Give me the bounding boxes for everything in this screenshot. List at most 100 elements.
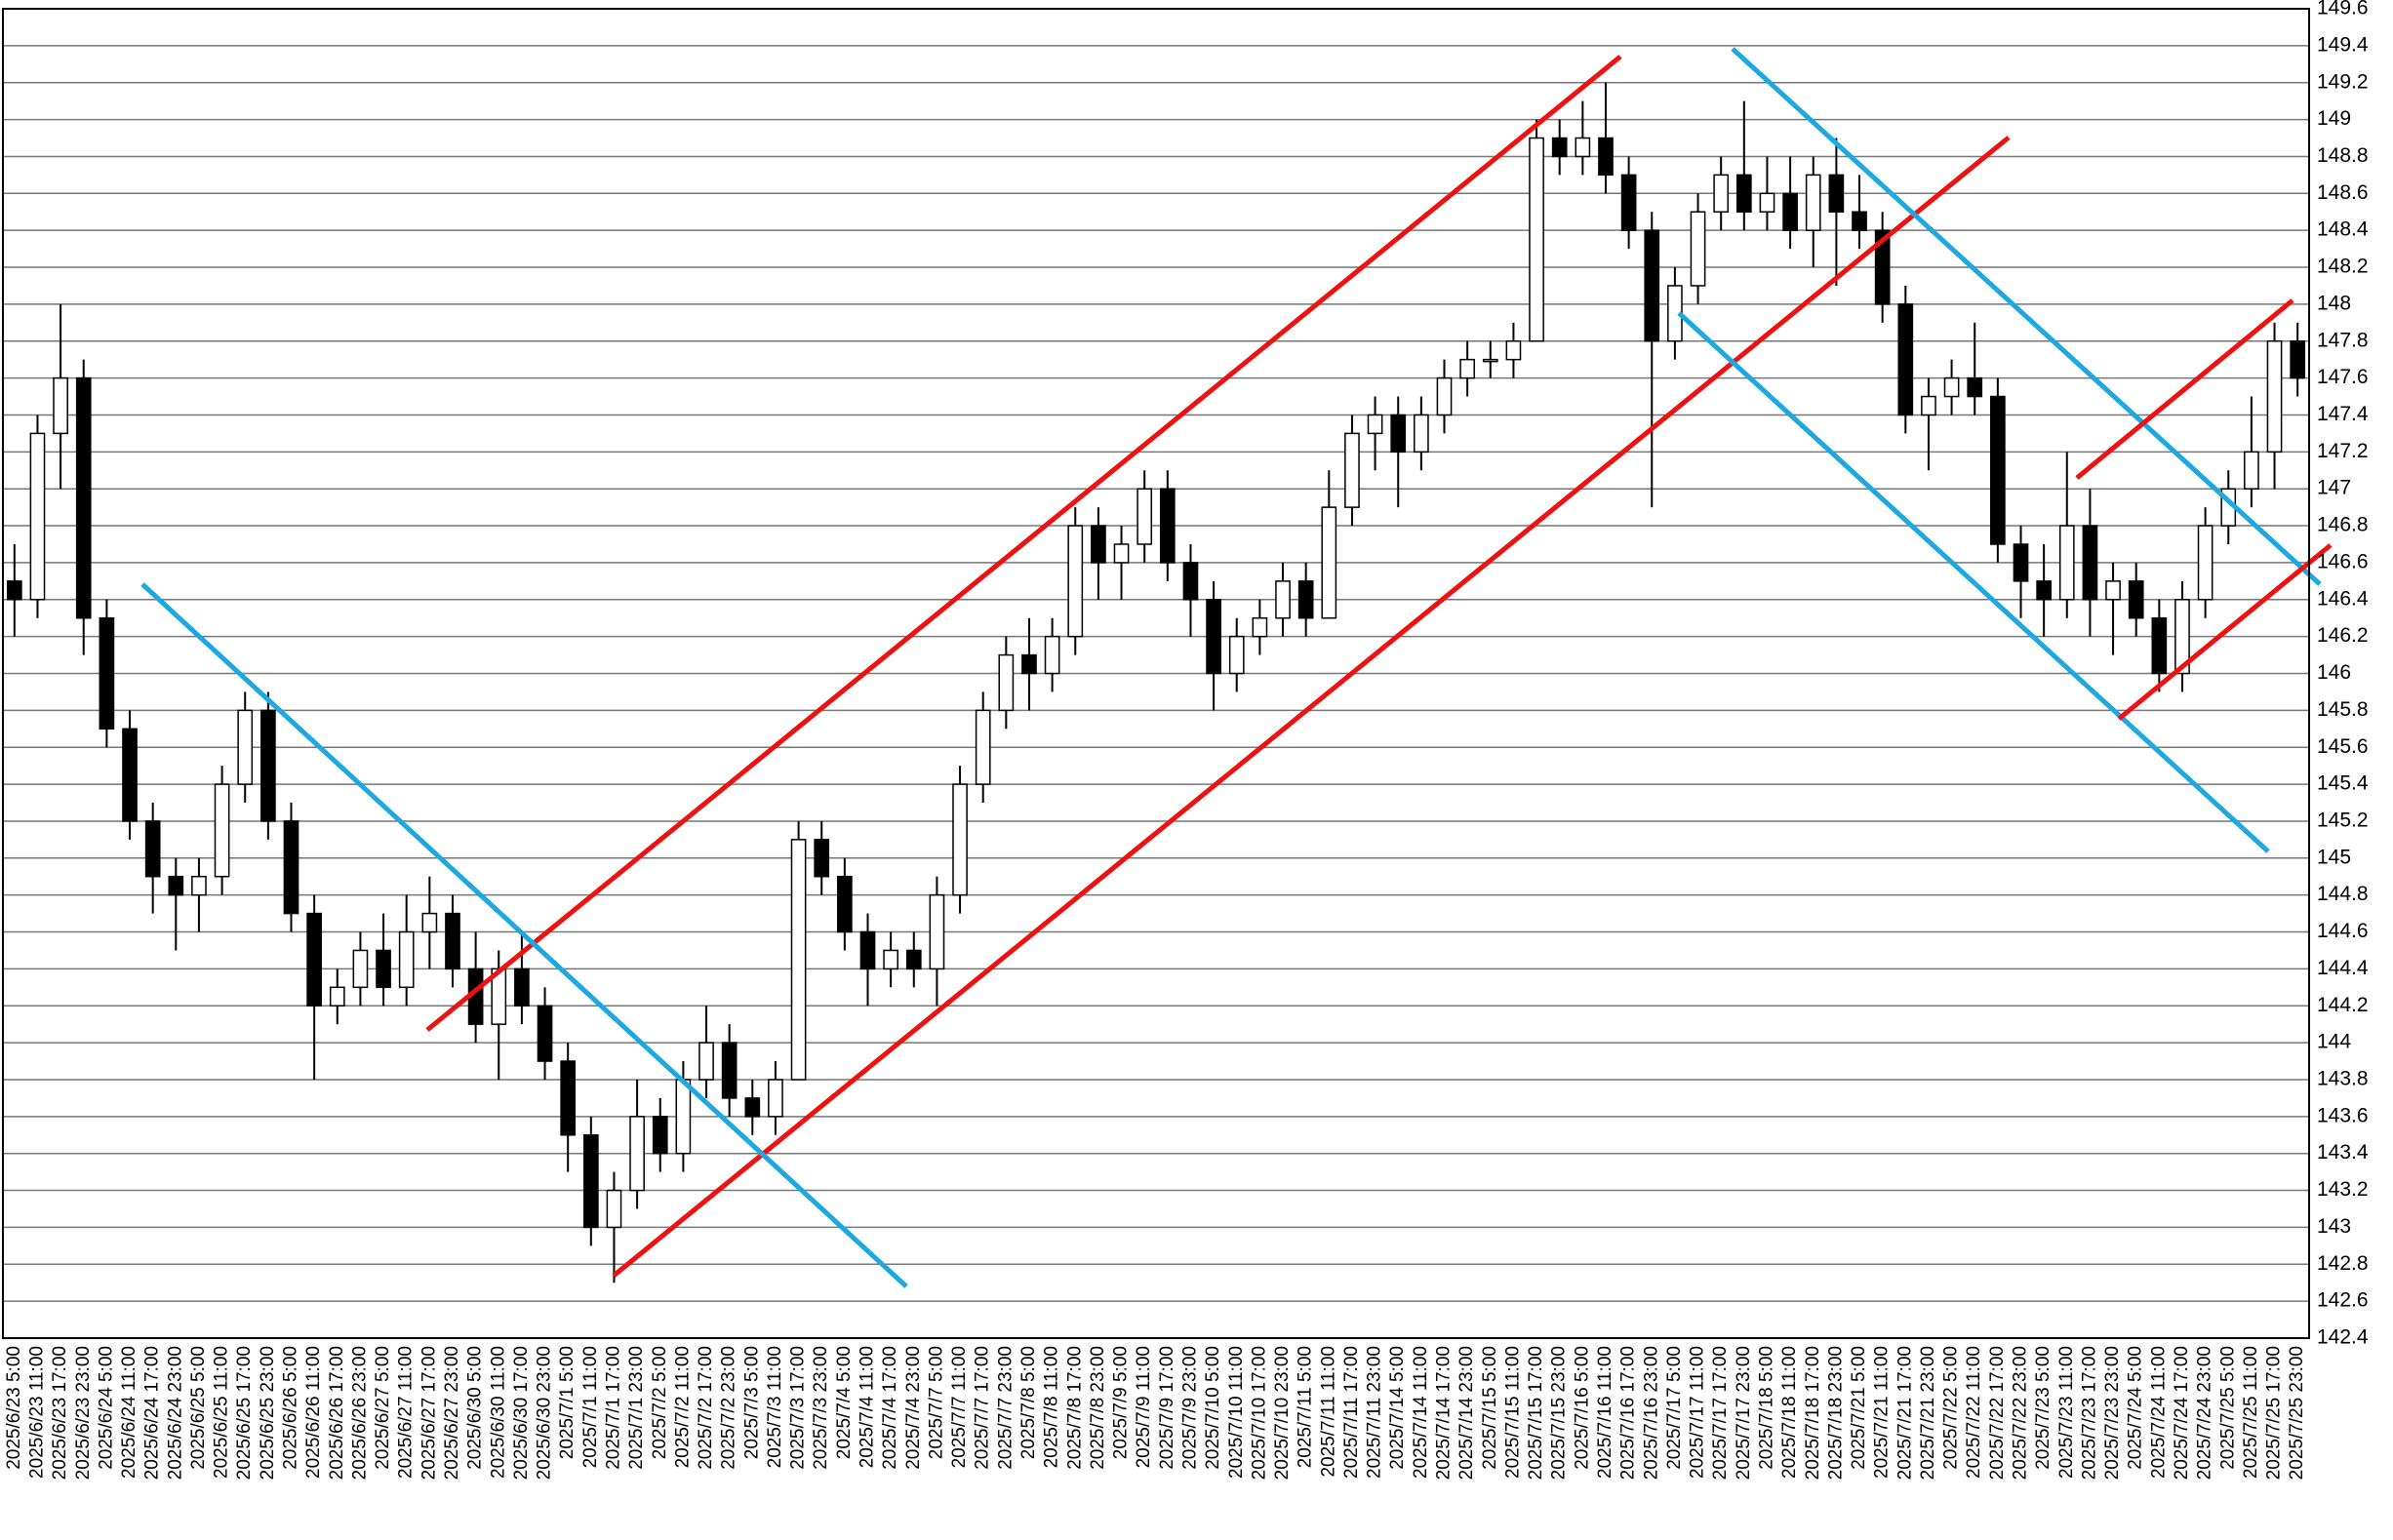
candle-body xyxy=(1482,358,1498,363)
x-tick-label: 2025/7/24 23:00 xyxy=(2195,1346,2215,1480)
x-tick-label: 2025/7/7 17:00 xyxy=(973,1346,993,1470)
x-tick-label: 2025/7/8 23:00 xyxy=(1088,1346,1108,1470)
candle-body xyxy=(2151,616,2168,675)
candle-body xyxy=(790,839,807,1081)
candle-body xyxy=(1021,653,1037,675)
candle-body xyxy=(560,1060,577,1136)
x-tick-label: 2025/7/23 23:00 xyxy=(2102,1346,2123,1480)
candle-body xyxy=(952,783,968,896)
y-tick-label: 147.2 xyxy=(2317,440,2369,462)
x-tick-label: 2025/7/2 5:00 xyxy=(650,1346,670,1459)
candle-body xyxy=(2036,580,2052,601)
x-tick-label: 2025/7/23 17:00 xyxy=(2079,1346,2099,1480)
x-tick-label: 2025/7/17 11:00 xyxy=(1688,1346,1708,1479)
x-tick-label: 2025/6/25 5:00 xyxy=(188,1346,209,1470)
x-tick-label: 2025/7/17 17:00 xyxy=(1710,1346,1731,1480)
candle-body xyxy=(629,1116,645,1192)
candle-body xyxy=(283,820,299,915)
candle-body xyxy=(1713,174,1730,213)
x-tick-label: 2025/7/10 5:00 xyxy=(1203,1346,1223,1470)
y-tick-label: 146.8 xyxy=(2317,514,2369,536)
y-tick-label: 148 xyxy=(2317,292,2351,314)
y-tick-label: 144.4 xyxy=(2317,957,2369,979)
x-tick-label: 2025/7/10 17:00 xyxy=(1249,1346,1269,1480)
x-tick-label: 2025/7/10 23:00 xyxy=(1272,1346,1293,1480)
x-tick-label: 2025/7/1 17:00 xyxy=(603,1346,623,1470)
grid xyxy=(3,8,2309,1339)
x-tick-label: 2025/7/14 5:00 xyxy=(1387,1346,1408,1470)
candle-body xyxy=(1852,211,1867,231)
x-tick-label: 2025/7/25 11:00 xyxy=(2241,1346,2261,1479)
candle-body xyxy=(929,893,945,970)
y-tick-label: 149 xyxy=(2317,107,2351,130)
candle-body xyxy=(1782,192,1798,231)
x-tick-label: 2025/6/26 11:00 xyxy=(303,1346,324,1479)
x-tick-label: 2025/7/21 5:00 xyxy=(1849,1346,1869,1470)
x-tick-label: 2025/6/25 11:00 xyxy=(212,1346,232,1479)
y-tick-label: 149.6 xyxy=(2317,0,2369,20)
y-tick-label: 142.8 xyxy=(2317,1252,2369,1275)
y-tick-label: 143 xyxy=(2317,1215,2351,1238)
candle-body xyxy=(2197,525,2214,601)
x-tick-label: 2025/7/7 5:00 xyxy=(926,1346,946,1459)
x-tick-label: 2025/7/15 23:00 xyxy=(1549,1346,1570,1480)
x-tick-label: 2025/6/24 17:00 xyxy=(142,1346,163,1480)
x-tick-label: 2025/6/24 11:00 xyxy=(119,1346,140,1479)
x-tick-label: 2025/7/9 23:00 xyxy=(1179,1346,1200,1470)
x-tick-label: 2025/6/25 17:00 xyxy=(234,1346,255,1480)
x-tick-label: 2025/7/3 23:00 xyxy=(811,1346,831,1470)
candle-body xyxy=(1228,635,1245,675)
x-tick-label: 2025/7/16 23:00 xyxy=(1641,1346,1661,1480)
candle-body xyxy=(768,1079,783,1118)
x-tick-label: 2025/7/18 23:00 xyxy=(1825,1346,1846,1480)
candle-body xyxy=(1182,562,1199,601)
x-tick-label: 2025/6/27 5:00 xyxy=(373,1346,393,1470)
x-tick-label: 2025/7/23 5:00 xyxy=(2033,1346,2054,1470)
x-tick-label: 2025/7/21 23:00 xyxy=(1918,1346,1938,1480)
y-tick-label: 147.8 xyxy=(2317,329,2369,351)
y-tick-label: 145 xyxy=(2317,846,2351,868)
candle-body xyxy=(537,1005,553,1062)
y-tick-label: 143.2 xyxy=(2317,1178,2369,1201)
candle-body xyxy=(2174,599,2190,675)
y-tick-label: 146.4 xyxy=(2317,587,2369,610)
candle-body xyxy=(1459,358,1475,379)
x-tick-label: 2025/7/8 11:00 xyxy=(1042,1346,1062,1468)
x-tick-label: 2025/7/25 17:00 xyxy=(2264,1346,2285,1480)
x-tick-label: 2025/7/1 11:00 xyxy=(580,1346,601,1468)
x-tick-label: 2025/7/17 5:00 xyxy=(1664,1346,1685,1470)
candle-body xyxy=(1067,525,1084,638)
candle-body xyxy=(1990,395,2006,545)
candle-body xyxy=(1505,340,1522,361)
candle-body xyxy=(53,376,68,435)
x-tick-label: 2025/6/26 23:00 xyxy=(349,1346,370,1480)
x-tick-label: 2025/6/25 23:00 xyxy=(258,1346,278,1480)
y-tick-label: 143.4 xyxy=(2317,1141,2369,1164)
x-tick-label: 2025/6/26 5:00 xyxy=(281,1346,301,1470)
candle-body xyxy=(398,930,415,989)
candle-body xyxy=(1137,488,1153,545)
candle-body xyxy=(1759,192,1775,213)
candle-body xyxy=(652,1116,668,1155)
y-tick-label: 149.2 xyxy=(2317,70,2369,93)
x-tick-label: 2025/6/23 17:00 xyxy=(50,1346,70,1480)
x-tick-label: 2025/7/18 11:00 xyxy=(1779,1346,1800,1479)
candle-body xyxy=(582,1134,599,1229)
candle-body xyxy=(1921,395,1936,416)
candle-body xyxy=(2244,451,2259,490)
x-tick-label: 2025/7/7 23:00 xyxy=(995,1346,1016,1470)
x-tick-label: 2025/7/2 17:00 xyxy=(696,1346,716,1470)
x-tick-label: 2025/7/8 5:00 xyxy=(1018,1346,1039,1459)
candle-body xyxy=(837,875,853,933)
trend-lines xyxy=(140,47,2333,1288)
candle-body xyxy=(814,839,830,878)
y-tick-label: 147 xyxy=(2317,477,2351,499)
candle-body xyxy=(1344,432,1360,508)
x-tick-label: 2025/7/9 17:00 xyxy=(1157,1346,1177,1470)
candle-body xyxy=(352,949,369,989)
candle-body xyxy=(122,728,138,822)
candle-body xyxy=(1436,376,1453,416)
y-tick-label: 147.4 xyxy=(2317,403,2369,425)
candle-body xyxy=(1551,137,1568,158)
x-tick-label: 2025/7/4 23:00 xyxy=(903,1346,924,1470)
